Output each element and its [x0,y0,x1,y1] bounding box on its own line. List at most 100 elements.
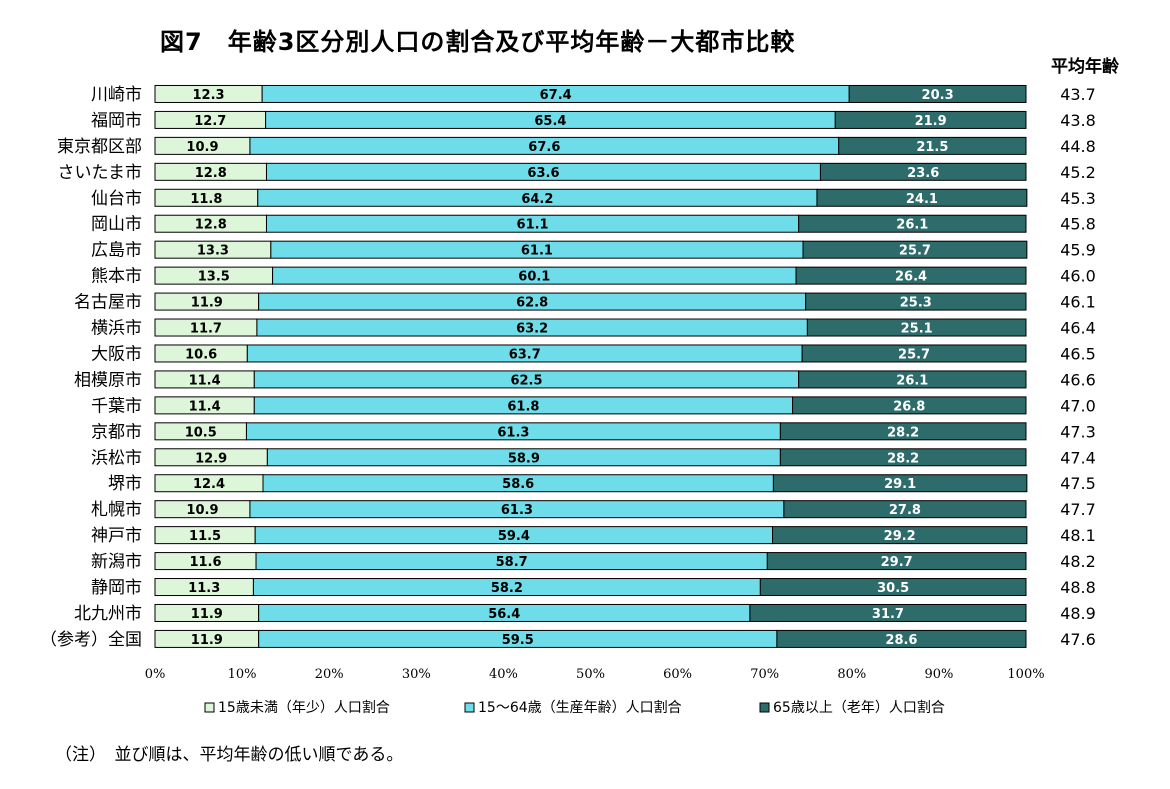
x-tick-label: 10% [228,667,257,682]
category-label: （参考）全国 [40,630,142,650]
data-label: 63.7 [509,347,541,362]
data-label: 11.9 [191,607,223,622]
x-tick-label: 80% [837,667,866,682]
average-age-value: 45.8 [1060,215,1096,234]
data-label: 11.9 [191,296,223,311]
data-label: 56.4 [488,607,520,622]
average-age-value: 44.8 [1060,137,1096,156]
stacked-bar-chart: 平均年齢 川崎市 12.3 67.4 20.3 43.7 福岡市 12.7 65.4 21.9 4… [40,56,1120,716]
data-label: 59.4 [498,529,530,544]
average-age-value: 47.6 [1060,630,1096,649]
data-label: 61.8 [507,399,539,414]
bar-segment-3 [776,629,1027,648]
bar-segment-3 [806,318,1027,337]
category-label: 仙台市 [91,189,142,209]
data-label: 67.6 [528,140,560,155]
category-label: 札幌市 [91,500,142,520]
x-axis: 0% 10% 20% 30% 40% 50% 60% 70% 80% 90% 100% [145,667,1045,682]
data-label: 58.2 [491,581,523,596]
category-label: 横浜市 [91,319,142,339]
bar-segment-3 [795,266,1027,285]
x-tick-label: 40% [489,667,518,682]
x-tick-label: 50% [576,667,605,682]
data-label: 11.8 [190,192,222,207]
category-label: 静岡市 [91,578,142,598]
bar-row: 広島市 13.3 61.1 25.7 45.9 [91,240,1096,261]
data-label: 61.3 [497,425,529,440]
data-label: 12.3 [193,88,225,103]
average-age-value: 43.8 [1060,111,1096,130]
data-label: 21.9 [915,114,947,129]
category-label: 相模原市 [74,370,142,390]
data-label: 31.7 [872,607,904,622]
category-label: 浜松市 [91,448,142,468]
category-label: 北九州市 [74,604,142,624]
x-tick-label: 60% [663,667,692,682]
bar-row: 横浜市 11.7 63.2 25.1 46.4 [91,318,1096,339]
legend-label: 15歳未満（年少）人口割合 [218,699,390,716]
data-label: 12.8 [195,166,227,181]
bar-segment-3 [772,526,1028,545]
category-label: 岡山市 [91,215,142,235]
category-label: 京都市 [91,422,142,442]
bar-segment-3 [838,136,1027,155]
bar-segment-3 [766,552,1027,571]
data-label: 11.3 [188,581,220,596]
data-label: 28.2 [887,451,919,466]
data-label: 26.1 [896,218,928,233]
data-label: 29.2 [884,529,916,544]
data-label: 11.4 [189,373,221,388]
category-label: 新潟市 [91,552,142,572]
data-label: 12.4 [193,477,225,492]
bar-row: 京都市 10.5 61.3 28.2 47.3 [91,422,1096,442]
bars-group: 川崎市 12.3 67.4 20.3 43.7 福岡市 12.7 65.4 21.9 43.8 東京… [40,84,1096,650]
bar-row: 仙台市 11.8 64.2 24.1 45.3 [91,188,1096,209]
data-label: 11.6 [189,555,221,570]
average-age-value: 47.7 [1060,500,1096,519]
x-tick-label: 100% [1007,667,1044,682]
average-age-value: 48.1 [1060,526,1096,545]
bar-row: さいたま市 12.8 63.6 23.6 45.2 [58,162,1096,183]
average-age-value: 46.1 [1060,293,1096,312]
bar-row: 福岡市 12.7 65.4 21.9 43.8 [91,110,1096,131]
legend-swatch [759,702,770,713]
bar-row: 札幌市 10.9 61.3 27.8 47.7 [91,500,1096,520]
bar-segment-3 [798,214,1027,233]
average-age-value: 46.4 [1060,319,1096,338]
data-label: 26.4 [895,270,927,285]
data-label: 62.5 [510,373,542,388]
bar-row: 岡山市 12.8 61.1 26.1 45.8 [91,214,1096,235]
data-label: 11.7 [190,322,222,337]
data-label: 60.1 [518,270,550,285]
bar-row: 神戸市 11.5 59.4 29.2 48.1 [91,526,1096,546]
category-label: 千葉市 [91,396,142,416]
average-age-value: 47.0 [1060,396,1096,415]
bar-row: 大阪市 10.6 63.7 25.7 46.5 [91,344,1096,364]
average-age-value: 45.2 [1060,163,1096,182]
category-label: 神戸市 [91,526,142,546]
data-label: 29.1 [884,477,916,492]
data-label: 61.3 [501,503,533,518]
data-label: 58.7 [496,555,528,570]
legend-label: 15～64歳（生産年齢）人口割合 [478,699,682,716]
legend-swatch [464,702,475,713]
average-age-value: 45.9 [1060,241,1096,260]
data-label: 13.5 [198,270,230,285]
bar-segment-3 [792,396,1027,415]
category-label: 堺市 [108,474,142,494]
bar-row: 静岡市 11.3 58.2 30.5 48.8 [91,578,1096,598]
data-label: 62.8 [516,296,548,311]
bar-row: 川崎市 12.3 67.4 20.3 43.7 [91,84,1096,105]
data-label: 10.6 [185,347,217,362]
bar-row: 堺市 12.4 58.6 29.1 47.5 [108,474,1096,494]
x-tick-label: 20% [315,667,344,682]
bar-row: 東京都区部 10.9 67.6 21.5 44.8 [57,136,1096,157]
data-label: 11.4 [189,399,221,414]
legend-item: 15～64歳（生産年齢）人口割合 [464,699,682,716]
bar-segment-3 [805,292,1027,311]
category-label: 名古屋市 [74,293,142,313]
data-label: 10.9 [186,140,218,155]
data-label: 64.2 [521,192,553,207]
bar-segment-3 [772,474,1028,493]
data-label: 25.3 [900,296,932,311]
